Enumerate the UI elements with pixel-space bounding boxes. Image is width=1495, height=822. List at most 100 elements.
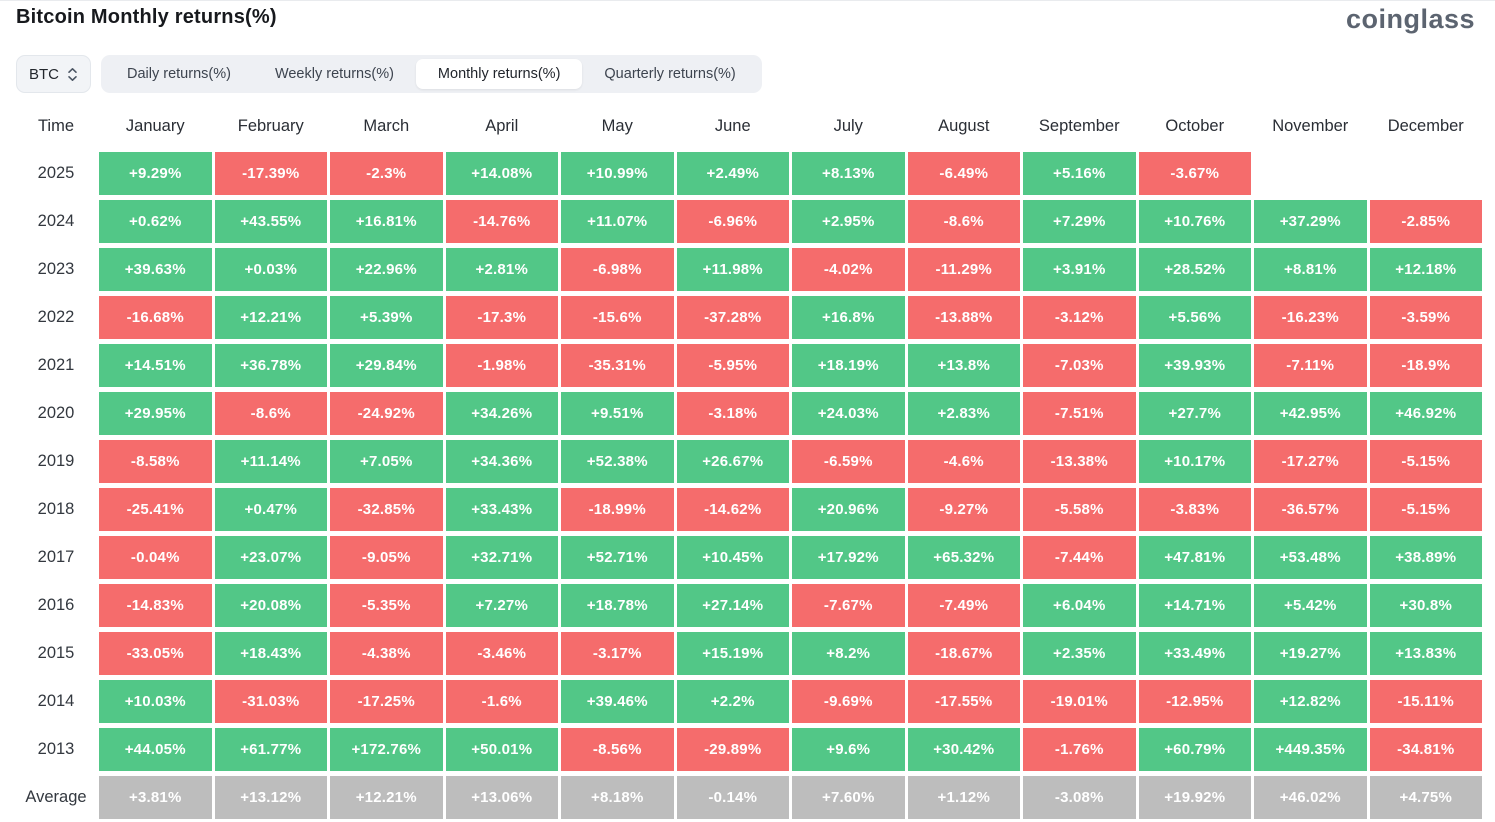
cell-2024-december: -2.85% bbox=[1369, 200, 1482, 243]
cell-2016-april: +7.27% bbox=[445, 584, 558, 627]
cell-2013-november: +449.35% bbox=[1254, 728, 1367, 771]
cell-2017-february: +23.07% bbox=[214, 536, 327, 579]
cell-2013-may: -8.56% bbox=[561, 728, 674, 771]
col-header-march: March bbox=[363, 117, 410, 135]
controls-bar: BTC Daily returns(%) Weekly returns(%) Mon… bbox=[16, 55, 1495, 93]
cell-2016-october: +14.71% bbox=[1138, 584, 1251, 627]
cell-2018-november: -36.57% bbox=[1254, 488, 1367, 531]
col-header-december: December bbox=[1387, 117, 1464, 135]
cell-2015-march: -4.38% bbox=[330, 632, 443, 675]
header-bar: Bitcoin Monthly returns(%) coinglass bbox=[0, 1, 1495, 33]
cell-2022-november: -16.23% bbox=[1254, 296, 1367, 339]
cell-2015-december: +13.83% bbox=[1369, 632, 1482, 675]
cell-2023-november: +8.81% bbox=[1254, 248, 1367, 291]
row-label-2021: 2021 bbox=[37, 356, 75, 374]
monthly-returns-heatmap: Time January February March April May June July… bbox=[16, 106, 1482, 819]
tab-weekly-returns[interactable]: Weekly returns(%) bbox=[253, 59, 416, 89]
tab-daily-returns[interactable]: Daily returns(%) bbox=[105, 59, 253, 89]
cell-2018-february: +0.47% bbox=[214, 488, 327, 531]
cell-2014-january: +10.03% bbox=[99, 680, 212, 723]
col-header-february: February bbox=[237, 117, 304, 135]
cell-2014-december: -15.11% bbox=[1369, 680, 1482, 723]
cell-2016-september: +6.04% bbox=[1023, 584, 1136, 627]
cell-2022-may: -15.6% bbox=[561, 296, 674, 339]
col-header-october: October bbox=[1165, 117, 1225, 135]
cell-2018-september: -5.58% bbox=[1023, 488, 1136, 531]
cell-2021-december: -18.9% bbox=[1369, 344, 1482, 387]
cell-2019-december: -5.15% bbox=[1369, 440, 1482, 483]
cell-2018-july: +20.96% bbox=[792, 488, 905, 531]
cell-2020-july: +24.03% bbox=[792, 392, 905, 435]
cell-2020-september: -7.51% bbox=[1023, 392, 1136, 435]
cell-2013-july: +9.6% bbox=[792, 728, 905, 771]
col-header-august: August bbox=[938, 117, 990, 135]
cell-2020-june: -3.18% bbox=[676, 392, 789, 435]
cell-2017-march: -9.05% bbox=[330, 536, 443, 579]
cell-2013-september: -1.76% bbox=[1023, 728, 1136, 771]
cell-2014-march: -17.25% bbox=[330, 680, 443, 723]
cell-2019-february: +11.14% bbox=[214, 440, 327, 483]
col-header-july: July bbox=[833, 117, 863, 135]
cell-2021-july: +18.19% bbox=[792, 344, 905, 387]
cell-2019-april: +34.36% bbox=[445, 440, 558, 483]
cell-2020-august: +2.83% bbox=[907, 392, 1020, 435]
cell-2017-may: +52.71% bbox=[561, 536, 674, 579]
row-label-2024: 2024 bbox=[37, 212, 75, 230]
cell-2025-november-empty bbox=[1254, 152, 1367, 195]
cell-2022-april: -17.3% bbox=[445, 296, 558, 339]
cell-2017-november: +53.48% bbox=[1254, 536, 1367, 579]
cell-2015-june: +15.19% bbox=[676, 632, 789, 675]
cell-2018-december: -5.15% bbox=[1369, 488, 1482, 531]
cell-2015-february: +18.43% bbox=[214, 632, 327, 675]
cell-average-june: -0.14% bbox=[676, 776, 789, 819]
cell-average-may: +8.18% bbox=[561, 776, 674, 819]
coinglass-logo: coinglass bbox=[1345, 4, 1475, 34]
top-divider bbox=[0, 0, 1495, 1]
cell-2021-september: -7.03% bbox=[1023, 344, 1136, 387]
symbol-select[interactable]: BTC bbox=[16, 55, 91, 93]
cell-2021-january: +14.51% bbox=[99, 344, 212, 387]
row-label-2016: 2016 bbox=[37, 596, 75, 614]
cell-2022-august: -13.88% bbox=[907, 296, 1020, 339]
cell-2013-march: +172.76% bbox=[330, 728, 443, 771]
cell-2015-october: +33.49% bbox=[1138, 632, 1251, 675]
cell-2021-april: -1.98% bbox=[445, 344, 558, 387]
cell-2016-august: -7.49% bbox=[907, 584, 1020, 627]
symbol-select-value: BTC bbox=[29, 65, 59, 83]
cell-2017-june: +10.45% bbox=[676, 536, 789, 579]
cell-2017-january: -0.04% bbox=[99, 536, 212, 579]
cell-2017-september: -7.44% bbox=[1023, 536, 1136, 579]
cell-2024-march: +16.81% bbox=[330, 200, 443, 243]
cell-2024-october: +10.76% bbox=[1138, 200, 1251, 243]
cell-2022-june: -37.28% bbox=[676, 296, 789, 339]
cell-2015-january: -33.05% bbox=[99, 632, 212, 675]
cell-2025-january: +9.29% bbox=[99, 152, 212, 195]
cell-2017-december: +38.89% bbox=[1369, 536, 1482, 579]
cell-2018-may: -18.99% bbox=[561, 488, 674, 531]
cell-2023-october: +28.52% bbox=[1138, 248, 1251, 291]
cell-2013-august: +30.42% bbox=[907, 728, 1020, 771]
tab-quarterly-returns[interactable]: Quarterly returns(%) bbox=[582, 59, 757, 89]
cell-2025-may: +10.99% bbox=[561, 152, 674, 195]
cell-2015-september: +2.35% bbox=[1023, 632, 1136, 675]
tab-monthly-returns[interactable]: Monthly returns(%) bbox=[415, 59, 583, 89]
cell-2019-september: -13.38% bbox=[1023, 440, 1136, 483]
cell-2014-october: -12.95% bbox=[1138, 680, 1251, 723]
cell-2023-february: +0.03% bbox=[214, 248, 327, 291]
row-label-2023: 2023 bbox=[37, 260, 75, 278]
cell-2024-november: +37.29% bbox=[1254, 200, 1367, 243]
col-header-may: May bbox=[601, 117, 633, 135]
cell-2017-april: +32.71% bbox=[445, 536, 558, 579]
cell-2024-july: +2.95% bbox=[792, 200, 905, 243]
cell-2016-may: +18.78% bbox=[561, 584, 674, 627]
cell-2023-may: -6.98% bbox=[561, 248, 674, 291]
cell-2021-august: +13.8% bbox=[907, 344, 1020, 387]
cell-2014-november: +12.82% bbox=[1254, 680, 1367, 723]
cell-average-december: +4.75% bbox=[1369, 776, 1482, 819]
cell-2025-september: +5.16% bbox=[1023, 152, 1136, 195]
cell-2016-july: -7.67% bbox=[792, 584, 905, 627]
cell-2018-january: -25.41% bbox=[99, 488, 212, 531]
cell-2020-october: +27.7% bbox=[1138, 392, 1251, 435]
cell-2015-april: -3.46% bbox=[445, 632, 558, 675]
row-label-2020: 2020 bbox=[37, 404, 75, 422]
